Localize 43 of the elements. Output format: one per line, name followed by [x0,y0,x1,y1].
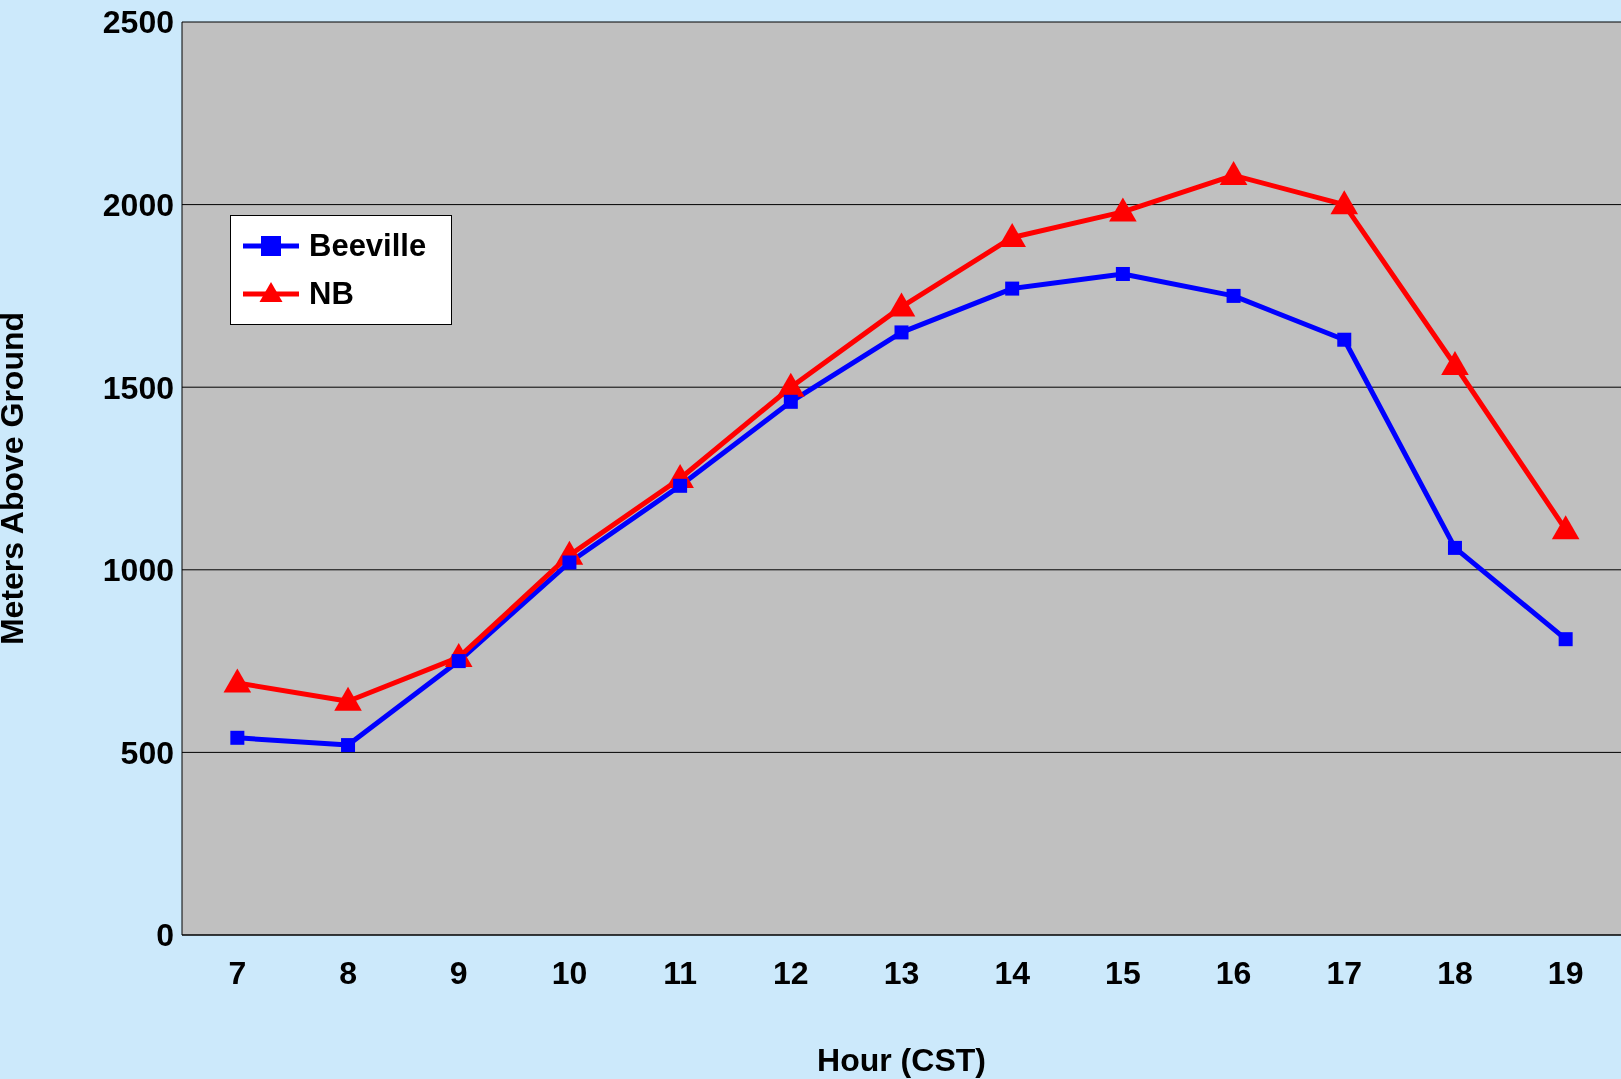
y-tick-label: 2500 [102,4,174,41]
point [230,730,245,745]
point [1109,197,1137,222]
point [1558,632,1573,647]
x-tick-label: 14 [994,954,1031,991]
point [341,738,356,753]
x-tick-label: 15 [1105,954,1141,991]
x-tick-label: 9 [449,954,468,991]
legend-label: NB [309,276,354,312]
y-tick-label: 0 [156,917,174,954]
point [1441,350,1469,375]
legend-label: Beeville [309,228,427,264]
point [783,394,798,409]
point [1115,266,1130,281]
point [777,372,805,397]
point [998,223,1026,248]
point [1005,281,1020,296]
x-axis-title: Hour (CST) [817,1042,986,1078]
y-tick-label: 500 [120,734,174,771]
x-tick-label: 19 [1547,954,1584,991]
x-tick-label: 18 [1437,954,1473,991]
x-tick-label: 17 [1326,954,1363,991]
x-tick-label: 7 [228,954,247,991]
point [1226,288,1241,303]
y-tick-label: 1500 [102,369,174,406]
point [894,325,909,340]
point [1330,190,1359,215]
y-tick-label: 1000 [102,552,174,589]
point [1551,515,1580,540]
point [562,555,577,570]
x-tick-label: 13 [883,954,920,991]
x-tick-label: 11 [663,954,698,991]
y-axis-title: Meters Above Ground [0,311,31,646]
point [1447,540,1462,555]
x-tick-label: 8 [339,954,357,991]
point [887,292,916,317]
x-tick-label: 10 [551,954,588,991]
point [1219,160,1248,185]
point [1337,332,1352,347]
y-tick-label: 2000 [102,186,174,223]
point [673,478,688,493]
x-tick-label: 16 [1215,954,1252,991]
x-tick-label: 12 [773,954,809,991]
